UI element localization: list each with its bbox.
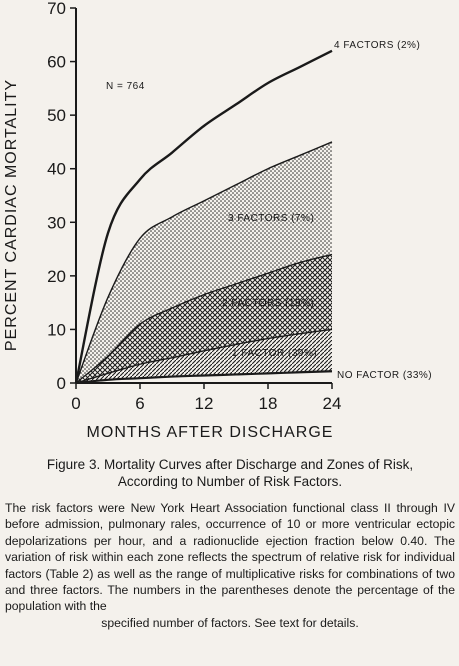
series-lines <box>74 49 333 385</box>
x-tick-label: 12 <box>195 394 214 413</box>
series-label-4-factors: 4 FACTORS (2%) <box>334 40 420 51</box>
x-tick-label: 24 <box>323 394 342 413</box>
series-label-1-factor: 1 FACTOR (39%) <box>232 348 317 359</box>
y-tick-label: 50 <box>47 106 66 125</box>
y-tick-label: 60 <box>47 53 66 72</box>
figure-caption: Figure 3. Mortality Curves after Dischar… <box>5 456 455 631</box>
y-tick-label: 0 <box>57 374 66 393</box>
series-label-2-factors: 2 FACTORS (19%) <box>222 298 314 309</box>
axes: 0 10 20 30 40 50 60 70 0 6 12 18 24 <box>47 0 341 413</box>
y-axis-title: PERCENT CARDIAC MORTALITY <box>3 79 20 351</box>
risk-zones <box>76 141 332 383</box>
x-tick-label: 6 <box>135 394 144 413</box>
caption-last-line: specified number of factors. See text fo… <box>101 615 359 630</box>
y-tick-label: 40 <box>47 160 66 179</box>
line-3-factors <box>75 141 333 384</box>
mortality-chart: 0 10 20 30 40 50 60 70 0 6 12 18 24 PERCENT CARDIAC … <box>3 0 432 441</box>
line-2-factors <box>75 253 333 384</box>
x-axis-title: MONTHS AFTER DISCHARGE <box>87 424 334 441</box>
y-tick-label: 10 <box>47 320 66 339</box>
x-tick-label: 0 <box>71 394 80 413</box>
caption-title-line-1: Figure 3. Mortality Curves after Dischar… <box>46 457 414 472</box>
series-label-no-factor: NO FACTOR (33%) <box>337 370 432 381</box>
line-no-factor <box>75 370 333 385</box>
caption-body: The risk factors were New York Heart Ass… <box>5 501 455 614</box>
line-4-factors <box>74 49 333 384</box>
n-annotation: N = 764 <box>106 81 145 92</box>
zone-1-factor <box>76 329 332 383</box>
zone-2-factors <box>76 254 332 383</box>
line-1-factor <box>75 328 333 384</box>
y-tick-label: 70 <box>47 0 66 18</box>
series-label-3-factors: 3 FACTORS (7%) <box>228 213 314 224</box>
caption-title-line-2: According to Number of Risk Factors. <box>117 474 343 489</box>
y-tick-label: 30 <box>47 213 66 232</box>
x-tick-label: 18 <box>259 394 278 413</box>
y-tick-label: 20 <box>47 267 66 286</box>
zone-3-factors <box>76 141 332 383</box>
